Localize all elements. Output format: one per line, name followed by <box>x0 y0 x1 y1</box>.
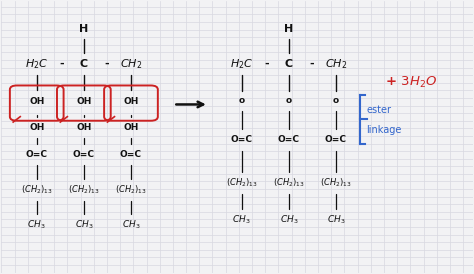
Text: ester: ester <box>366 105 392 115</box>
Text: $CH_3$: $CH_3$ <box>122 219 140 232</box>
Text: $CH_2$: $CH_2$ <box>325 57 347 71</box>
Text: + $3H_2O$: + $3H_2O$ <box>385 75 438 90</box>
Text: C: C <box>285 59 293 69</box>
Text: OH: OH <box>123 97 139 106</box>
Text: $H_2C$: $H_2C$ <box>25 57 48 71</box>
Text: OH: OH <box>76 123 91 132</box>
Text: linkage: linkage <box>366 125 402 135</box>
Text: OH: OH <box>76 97 91 106</box>
Text: $(CH_2)_{13}$: $(CH_2)_{13}$ <box>320 177 352 189</box>
Text: $(CH_2)_{13}$: $(CH_2)_{13}$ <box>68 184 100 196</box>
Text: O=C: O=C <box>120 150 142 159</box>
Text: o: o <box>286 96 292 105</box>
Text: -: - <box>264 59 269 69</box>
Text: C: C <box>80 59 88 69</box>
Text: $CH_2$: $CH_2$ <box>120 57 142 71</box>
Text: OH: OH <box>29 123 45 132</box>
Text: OH: OH <box>123 123 139 132</box>
Text: O=C: O=C <box>231 135 253 144</box>
Text: $H_2C$: $H_2C$ <box>230 57 254 71</box>
Text: $(CH_2)_{13}$: $(CH_2)_{13}$ <box>21 184 53 196</box>
Text: -: - <box>104 59 109 69</box>
Text: $CH_3$: $CH_3$ <box>27 219 46 232</box>
Text: OH: OH <box>29 97 45 106</box>
Text: O=C: O=C <box>278 135 300 144</box>
Text: o: o <box>238 96 245 105</box>
Text: H: H <box>79 24 89 33</box>
Text: -: - <box>59 59 64 69</box>
Text: $(CH_2)_{13}$: $(CH_2)_{13}$ <box>115 184 147 196</box>
Text: H: H <box>284 24 293 33</box>
Text: $CH_3$: $CH_3$ <box>327 213 345 226</box>
Text: $CH_3$: $CH_3$ <box>232 213 251 226</box>
Text: O=C: O=C <box>73 150 95 159</box>
Text: -: - <box>309 59 314 69</box>
Text: $(CH_2)_{13}$: $(CH_2)_{13}$ <box>226 177 257 189</box>
Text: $(CH_2)_{13}$: $(CH_2)_{13}$ <box>273 177 305 189</box>
Text: $CH_3$: $CH_3$ <box>280 213 298 226</box>
Text: O=C: O=C <box>26 150 48 159</box>
Text: O=C: O=C <box>325 135 347 144</box>
Text: $CH_3$: $CH_3$ <box>74 219 93 232</box>
Text: o: o <box>333 96 339 105</box>
